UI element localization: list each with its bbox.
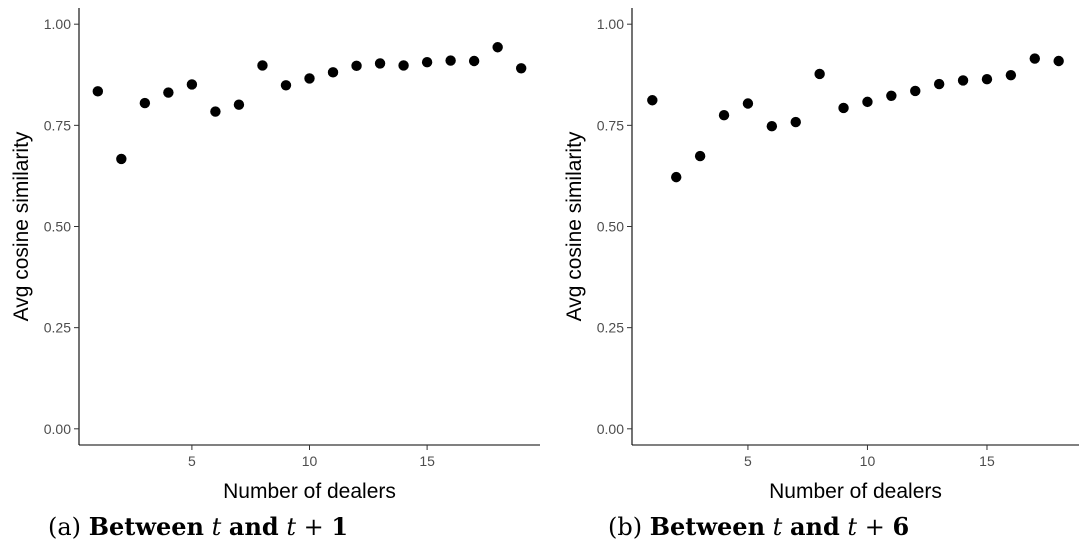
data-point-a xyxy=(257,60,268,71)
data-point-a xyxy=(351,60,362,72)
data-point-b xyxy=(1053,55,1064,67)
y-tick-label-a: 0.75 xyxy=(44,117,71,133)
data-point-a xyxy=(327,67,339,78)
caption-b-var-2: t xyxy=(847,513,858,541)
y-tick-label-a: 0.50 xyxy=(44,219,71,235)
caption-a-plus: + xyxy=(303,513,324,541)
data-point-a xyxy=(280,80,292,91)
data-point-a xyxy=(421,57,433,68)
data-point-a xyxy=(210,106,221,117)
caption-b-label: (b) xyxy=(608,513,643,541)
caption-a-label: (a) xyxy=(48,513,82,541)
y-axis-title-b: Avg cosine similarity xyxy=(563,131,586,321)
caption-a: (a) Between t and t + 1 xyxy=(48,512,348,541)
data-point-b xyxy=(671,171,682,183)
data-point-a xyxy=(163,87,174,98)
data-point-b xyxy=(933,78,945,90)
data-point-a xyxy=(139,97,151,109)
data-point-b xyxy=(1005,69,1017,81)
data-point-b xyxy=(718,110,730,121)
y-tick-label-b: 0.25 xyxy=(597,320,624,336)
y-tick-label-a: 1.00 xyxy=(44,16,71,32)
data-point-a xyxy=(92,86,104,97)
data-point-a xyxy=(468,55,480,67)
x-axis-title-b: Number of dealers xyxy=(769,480,942,503)
y-tick-label-a: 0.00 xyxy=(44,421,71,437)
x-tick-label-a: 5 xyxy=(188,453,196,469)
caption-a-word-and: and xyxy=(228,512,279,541)
data-point-a xyxy=(398,60,409,71)
x-tick-label-a: 15 xyxy=(419,453,435,469)
x-tick-label-b: 5 xyxy=(744,453,752,469)
x-axis-title-a: Number of dealers xyxy=(223,480,396,503)
data-point-b xyxy=(694,150,706,162)
data-point-b xyxy=(886,90,897,102)
caption-b-var-1: t xyxy=(772,513,783,541)
data-point-b xyxy=(838,102,849,114)
data-point-b xyxy=(862,96,873,108)
data-point-a xyxy=(116,153,127,165)
data-point-a xyxy=(186,79,198,90)
data-point-b xyxy=(981,74,993,85)
data-point-b xyxy=(814,68,825,80)
scatter-plot-a: 0.00 0.25 0.50 0.75 1.00 5 10 15 Number of deale… xyxy=(10,8,540,503)
x-tick-label-b: 10 xyxy=(860,453,876,469)
data-point-a xyxy=(233,99,245,110)
caption-b-number: 6 xyxy=(892,512,910,541)
scatter-plot-b: 0.00 0.25 0.50 0.75 1.00 5 10 15 Number of deale… xyxy=(563,8,1079,503)
data-point-b xyxy=(910,85,921,97)
data-point-b xyxy=(957,75,969,86)
x-tick-label-b: 15 xyxy=(979,453,995,469)
caption-a-number: 1 xyxy=(331,512,349,541)
data-point-b xyxy=(1029,53,1040,64)
data-point-b xyxy=(647,95,658,106)
x-tick-label-a: 10 xyxy=(302,453,318,469)
data-point-b xyxy=(766,120,778,132)
y-tick-label-a: 0.25 xyxy=(44,320,71,336)
data-point-a xyxy=(515,63,527,74)
data-point-b xyxy=(790,116,801,128)
data-point-a xyxy=(445,55,456,66)
data-point-a xyxy=(492,42,503,53)
y-axis-title-a: Avg cosine similarity xyxy=(10,131,33,321)
y-tick-label-b: 1.00 xyxy=(597,16,624,32)
caption-a-var-2: t xyxy=(286,513,296,541)
data-point-b xyxy=(742,98,754,109)
caption-a-var-1: t xyxy=(211,513,222,541)
y-tick-label-b: 0.50 xyxy=(597,219,624,235)
caption-a-word-between: Between xyxy=(88,512,204,541)
caption-b-word-between: Between xyxy=(649,512,766,541)
y-tick-label-b: 0.75 xyxy=(597,117,624,133)
data-point-a xyxy=(374,58,386,69)
y-tick-label-b: 0.00 xyxy=(597,421,624,437)
caption-b: (b) Between t and t + 6 xyxy=(608,512,909,541)
data-point-a xyxy=(304,73,315,84)
caption-b-word-and: and xyxy=(789,512,840,541)
caption-b-plus: + xyxy=(864,513,885,541)
